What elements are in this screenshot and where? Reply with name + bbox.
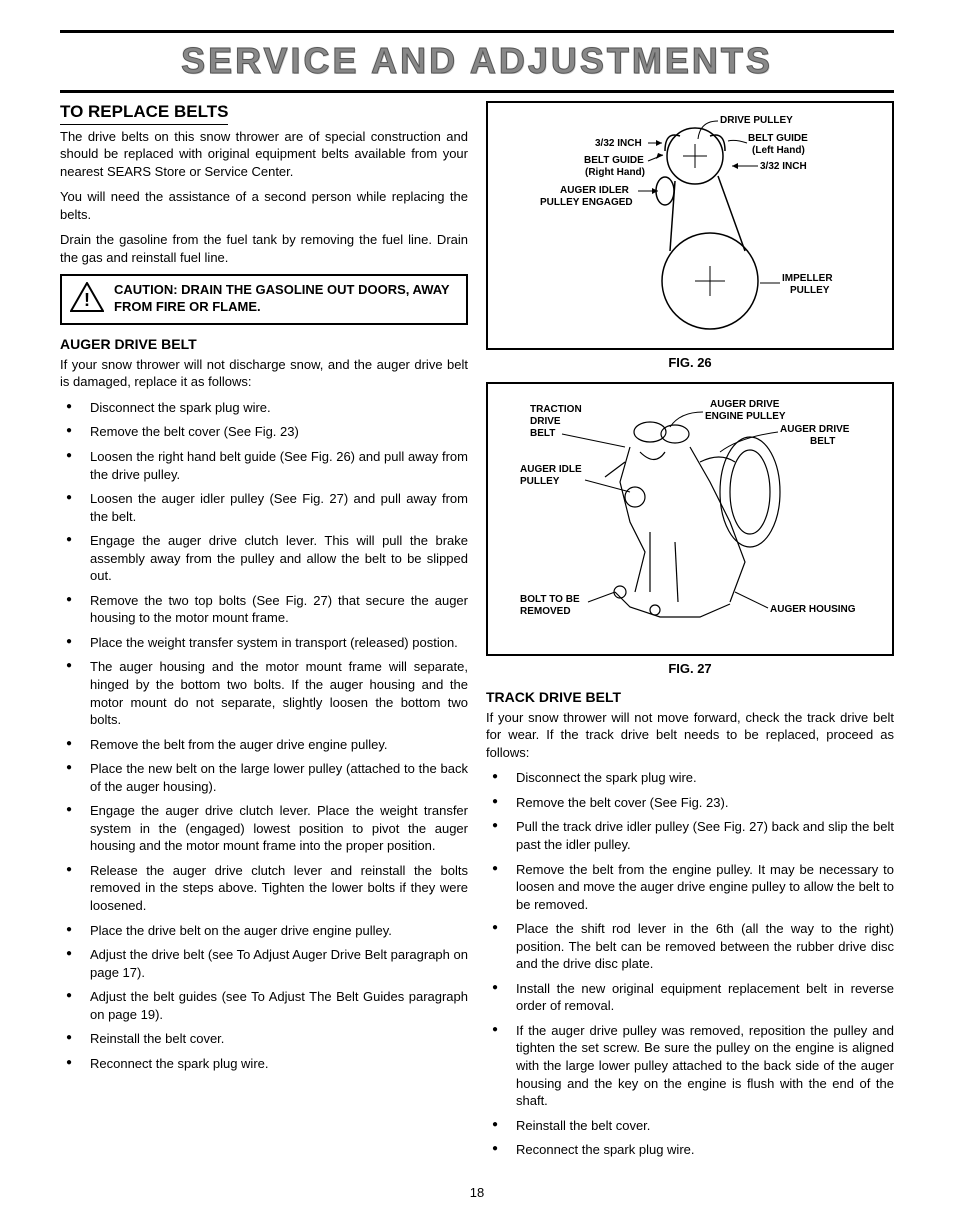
track-intro: If your snow thrower will not move forwa… xyxy=(486,709,894,762)
list-item: Reinstall the belt cover. xyxy=(486,1117,894,1135)
svg-text:PULLEY: PULLEY xyxy=(520,476,560,487)
list-item: Install the new original equipment repla… xyxy=(486,980,894,1015)
list-item: Reconnect the spark plug wire. xyxy=(60,1055,468,1073)
svg-text:(Right Hand): (Right Hand) xyxy=(585,167,645,178)
svg-text:BELT: BELT xyxy=(530,428,555,439)
page-title: SERVICE AND ADJUSTMENTS xyxy=(60,30,894,93)
svg-text:REMOVED: REMOVED xyxy=(520,606,571,617)
svg-text:BELT GUIDE: BELT GUIDE xyxy=(748,133,808,144)
svg-text:AUGER IDLE: AUGER IDLE xyxy=(520,464,582,475)
list-item: Disconnect the spark plug wire. xyxy=(486,769,894,787)
intro-p1: The drive belts on this snow thrower are… xyxy=(60,128,468,181)
left-column: TO REPLACE BELTS The drive belts on this… xyxy=(60,101,468,1166)
page-number: 18 xyxy=(60,1184,894,1202)
auger-intro: If your snow thrower will not discharge … xyxy=(60,356,468,391)
list-item: Engage the auger drive clutch lever. Thi… xyxy=(60,532,468,585)
svg-text:ENGINE PULLEY: ENGINE PULLEY xyxy=(705,411,786,422)
svg-text:PULLEY: PULLEY xyxy=(790,285,830,296)
list-item: Reinstall the belt cover. xyxy=(60,1030,468,1048)
track-steps-list: Disconnect the spark plug wire. Remove t… xyxy=(486,769,894,1158)
list-item: Release the auger drive clutch lever and… xyxy=(60,862,468,915)
list-item: Loosen the right hand belt guide (See Fi… xyxy=(60,448,468,483)
svg-text:PULLEY ENGAGED: PULLEY ENGAGED xyxy=(540,197,633,208)
intro-p2: You will need the assistance of a second… xyxy=(60,188,468,223)
list-item: Remove the belt cover (See Fig. 23). xyxy=(486,794,894,812)
caution-text: CAUTION: DRAIN THE GASOLINE OUT DOORS, A… xyxy=(114,282,458,316)
track-belt-heading: TRACK DRIVE BELT xyxy=(486,688,894,707)
auger-belt-heading: AUGER DRIVE BELT xyxy=(60,335,468,354)
svg-text:TRACTION: TRACTION xyxy=(530,404,582,415)
list-item: Remove the belt from the engine pulley. … xyxy=(486,861,894,914)
svg-text:3/32 INCH: 3/32 INCH xyxy=(595,138,642,149)
list-item: Remove the belt cover (See Fig. 23) xyxy=(60,423,468,441)
svg-text:DRIVE: DRIVE xyxy=(530,416,561,427)
intro-p3: Drain the gasoline from the fuel tank by… xyxy=(60,231,468,266)
list-item: Place the new belt on the large lower pu… xyxy=(60,760,468,795)
content-columns: TO REPLACE BELTS The drive belts on this… xyxy=(60,101,894,1166)
fig-27-caption: FIG. 27 xyxy=(486,660,894,678)
fig-26-caption: FIG. 26 xyxy=(486,354,894,372)
svg-text:DRIVE PULLEY: DRIVE PULLEY xyxy=(720,115,793,126)
list-item: Reconnect the spark plug wire. xyxy=(486,1141,894,1159)
svg-text:AUGER HOUSING: AUGER HOUSING xyxy=(770,604,856,615)
list-item: Remove the two top bolts (See Fig. 27) t… xyxy=(60,592,468,627)
svg-text:BELT: BELT xyxy=(810,436,835,447)
caution-icon: ! xyxy=(70,282,104,317)
list-item: Place the drive belt on the auger drive … xyxy=(60,922,468,940)
caution-box: ! CAUTION: DRAIN THE GASOLINE OUT DOORS,… xyxy=(60,274,468,325)
list-item: Disconnect the spark plug wire. xyxy=(60,399,468,417)
svg-text:AUGER DRIVE: AUGER DRIVE xyxy=(710,399,780,410)
svg-text:IMPELLER: IMPELLER xyxy=(782,273,833,284)
list-item: Adjust the belt guides (see To Adjust Th… xyxy=(60,988,468,1023)
fig-26: DRIVE PULLEY 3/32 INCH BELT GUIDE (Left … xyxy=(486,101,894,351)
list-item: Loosen the auger idler pulley (See Fig. … xyxy=(60,490,468,525)
list-item: Pull the track drive idler pulley (See F… xyxy=(486,818,894,853)
svg-text:AUGER IDLER: AUGER IDLER xyxy=(560,185,630,196)
fig-27: TRACTION DRIVE BELT AUGER DRIVE ENGINE P… xyxy=(486,382,894,657)
list-item: The auger housing and the motor mount fr… xyxy=(60,658,468,728)
list-item: Engage the auger drive clutch lever. Pla… xyxy=(60,802,468,855)
svg-text:BELT GUIDE: BELT GUIDE xyxy=(584,155,644,166)
list-item: Adjust the drive belt (see To Adjust Aug… xyxy=(60,946,468,981)
list-item: Remove the belt from the auger drive eng… xyxy=(60,736,468,754)
right-column: DRIVE PULLEY 3/32 INCH BELT GUIDE (Left … xyxy=(486,101,894,1166)
replace-belts-heading: TO REPLACE BELTS xyxy=(60,101,228,125)
svg-text:AUGER DRIVE: AUGER DRIVE xyxy=(780,424,850,435)
list-item: If the auger drive pulley was removed, r… xyxy=(486,1022,894,1110)
auger-steps-list: Disconnect the spark plug wire. Remove t… xyxy=(60,399,468,1073)
svg-text:(Left Hand): (Left Hand) xyxy=(752,145,805,156)
list-item: Place the shift rod lever in the 6th (al… xyxy=(486,920,894,973)
svg-text:!: ! xyxy=(84,290,90,310)
list-item: Place the weight transfer system in tran… xyxy=(60,634,468,652)
svg-text:BOLT TO BE: BOLT TO BE xyxy=(520,594,580,605)
svg-text:3/32 INCH: 3/32 INCH xyxy=(760,161,807,172)
